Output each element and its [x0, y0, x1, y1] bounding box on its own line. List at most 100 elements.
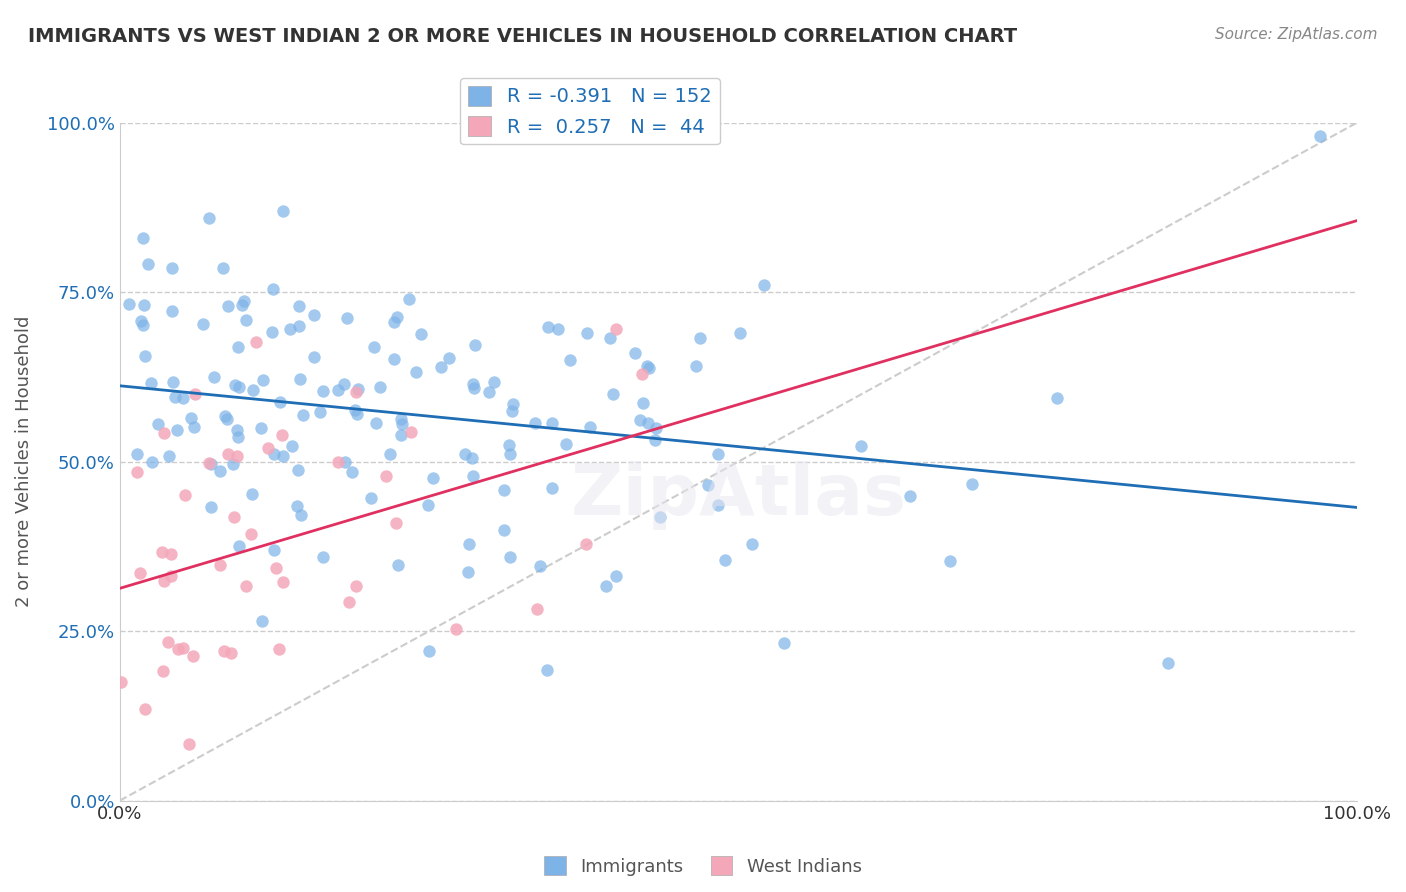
- Point: [271, 449, 294, 463]
- Point: [165, 390, 187, 404]
- Point: [222, 509, 245, 524]
- Point: [146, 417, 169, 431]
- Text: Source: ZipAtlas.com: Source: ZipAtlas.com: [1215, 27, 1378, 42]
- Point: [302, 350, 325, 364]
- Point: [898, 489, 921, 503]
- Point: [214, 409, 236, 424]
- Point: [537, 320, 560, 334]
- Point: [125, 447, 148, 461]
- Point: [347, 382, 370, 396]
- Point: [228, 340, 250, 354]
- Point: [605, 568, 627, 582]
- Point: [697, 478, 720, 492]
- Point: [637, 416, 659, 430]
- Point: [368, 380, 391, 394]
- Point: [235, 579, 257, 593]
- Point: [636, 359, 658, 373]
- Point: [644, 433, 666, 447]
- Point: [741, 537, 763, 551]
- Point: [461, 377, 484, 392]
- Point: [252, 615, 274, 629]
- Point: [240, 487, 263, 501]
- Text: IMMIGRANTS VS WEST INDIAN 2 OR MORE VEHICLES IN HOUSEHOLD CORRELATION CHART: IMMIGRANTS VS WEST INDIAN 2 OR MORE VEHI…: [28, 27, 1018, 45]
- Point: [132, 318, 155, 332]
- Point: [422, 471, 444, 485]
- Point: [235, 313, 257, 327]
- Point: [529, 559, 551, 574]
- Point: [499, 549, 522, 564]
- Point: [242, 383, 264, 397]
- Point: [271, 574, 294, 589]
- Point: [209, 558, 232, 573]
- Point: [363, 340, 385, 354]
- Legend: Immigrants, West Indians: Immigrants, West Indians: [537, 849, 869, 883]
- Point: [139, 376, 162, 391]
- Point: [285, 500, 308, 514]
- Point: [226, 430, 249, 444]
- Point: [218, 299, 240, 313]
- Point: [418, 644, 440, 658]
- Point: [132, 298, 155, 312]
- Point: [346, 408, 368, 422]
- Point: [494, 483, 516, 497]
- Point: [153, 425, 176, 440]
- Point: [262, 326, 284, 340]
- Point: [263, 447, 285, 461]
- Point: [399, 425, 422, 440]
- Point: [209, 465, 232, 479]
- Point: [536, 663, 558, 677]
- Point: [685, 359, 707, 373]
- Point: [484, 376, 506, 390]
- Point: [730, 326, 752, 340]
- Point: [302, 308, 325, 322]
- Point: [271, 204, 294, 219]
- Point: [849, 439, 872, 453]
- Point: [541, 481, 564, 495]
- Point: [1309, 129, 1331, 144]
- Point: [714, 553, 737, 567]
- Point: [463, 381, 485, 395]
- Point: [547, 322, 569, 336]
- Point: [624, 346, 647, 360]
- Point: [405, 365, 427, 379]
- Point: [198, 211, 221, 225]
- Point: [173, 488, 195, 502]
- Point: [212, 260, 235, 275]
- Point: [524, 416, 547, 430]
- Point: [343, 403, 366, 417]
- Text: ZipAtlas: ZipAtlas: [571, 461, 907, 530]
- Point: [336, 310, 359, 325]
- Point: [183, 420, 205, 434]
- Point: [502, 397, 524, 411]
- Point: [184, 387, 207, 401]
- Point: [128, 566, 150, 580]
- Point: [278, 322, 301, 336]
- Point: [631, 367, 654, 381]
- Point: [172, 641, 194, 656]
- Point: [602, 387, 624, 401]
- Point: [222, 458, 245, 472]
- Point: [494, 523, 516, 537]
- Point: [177, 737, 200, 751]
- Point: [382, 352, 405, 367]
- Point: [540, 417, 562, 431]
- Point: [150, 545, 173, 559]
- Point: [628, 413, 651, 427]
- Point: [461, 468, 484, 483]
- Point: [579, 420, 602, 434]
- Point: [411, 326, 433, 341]
- Point: [560, 353, 582, 368]
- Point: [309, 405, 332, 419]
- Point: [153, 574, 176, 589]
- Point: [231, 298, 253, 312]
- Point: [228, 539, 250, 553]
- Point: [335, 454, 357, 468]
- Point: [160, 304, 183, 318]
- Point: [288, 299, 311, 313]
- Point: [252, 373, 274, 387]
- Point: [172, 391, 194, 405]
- Point: [454, 447, 477, 461]
- Point: [118, 297, 141, 311]
- Point: [384, 315, 406, 329]
- Point: [342, 465, 364, 479]
